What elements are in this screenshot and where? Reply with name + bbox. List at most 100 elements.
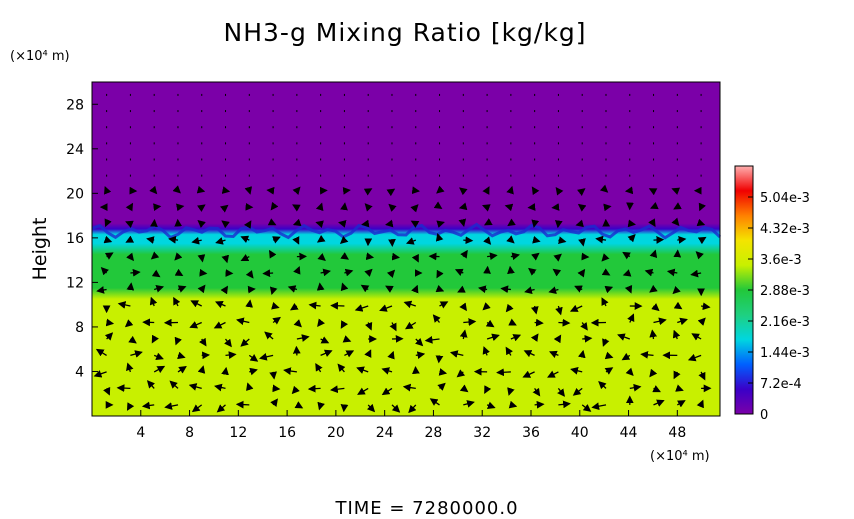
wind-arrow [697, 236, 707, 245]
wind-arrow [292, 204, 301, 212]
wind-arrow [483, 236, 492, 245]
wind-arrow [124, 319, 134, 328]
wind-arrow [340, 404, 349, 413]
wind-arrow [569, 304, 583, 312]
colorbar-tick-label: 0 [760, 408, 768, 423]
wind-arrow [315, 362, 323, 373]
wind-arrow [531, 252, 540, 261]
wind-arrow [292, 186, 301, 195]
wind-arrow [483, 265, 491, 274]
wind-arrow [504, 203, 514, 212]
wind-arrow [624, 186, 634, 195]
wind-arrow [432, 314, 441, 323]
wind-arrow [364, 203, 373, 212]
wind-arrow [153, 352, 164, 360]
wind-arrow [604, 351, 614, 360]
wind-vectors [93, 93, 712, 414]
wind-arrow [197, 254, 206, 263]
wind-arrow [649, 368, 658, 378]
wind-arrow [320, 336, 330, 344]
wind-arrow [604, 285, 614, 294]
wind-arrow [701, 302, 711, 311]
wind-arrow [315, 220, 324, 228]
wind-arrow [570, 367, 583, 375]
layer-top-edge [91, 222, 722, 240]
wind-arrow [534, 400, 545, 409]
wind-arrow [294, 401, 304, 409]
wind-arrow [411, 284, 419, 294]
wind-arrow [436, 185, 445, 194]
wind-arrow [456, 369, 466, 378]
wind-arrow [271, 301, 280, 310]
wind-arrow [695, 251, 704, 260]
wind-arrow [482, 346, 490, 356]
wind-arrow [354, 304, 369, 312]
wind-arrow [339, 235, 349, 245]
wind-arrow [601, 253, 610, 262]
wind-arrow [315, 202, 324, 212]
wind-arrow [197, 219, 206, 228]
wind-arrow [149, 185, 158, 195]
wind-arrow [483, 218, 493, 226]
wind-arrow [150, 251, 160, 260]
wind-arrow [386, 188, 396, 197]
x-tick-label: 40 [571, 425, 589, 441]
wind-arrow [463, 400, 475, 408]
wind-arrow [117, 301, 131, 309]
wind-arrow [290, 302, 299, 311]
wind-arrow [245, 270, 254, 279]
wind-arrow [116, 384, 131, 393]
wind-arrow [424, 335, 440, 344]
wind-arrow [357, 387, 369, 395]
wind-arrow [126, 362, 134, 373]
x-tick-label: 20 [327, 425, 345, 441]
wind-arrow [337, 363, 346, 373]
wind-arrow [403, 300, 417, 309]
wind-arrow [240, 235, 250, 243]
wind-arrow [602, 338, 610, 347]
x-tick-label: 48 [668, 425, 686, 441]
wind-arrow [557, 388, 565, 397]
wind-arrow [486, 401, 496, 410]
wind-arrow [199, 337, 207, 347]
wind-arrow [627, 219, 636, 228]
wind-arrow [691, 333, 702, 341]
wind-arrow [389, 322, 397, 332]
wind-arrow [582, 334, 593, 343]
wind-arrow [653, 317, 667, 326]
wind-arrow [269, 249, 277, 259]
wind-arrow [449, 350, 464, 358]
wind-arrow [293, 319, 302, 328]
mixing-ratio-field [92, 82, 720, 416]
wind-arrow [436, 220, 445, 228]
wind-arrow [388, 203, 397, 212]
wind-arrow [317, 401, 325, 411]
wind-arrow [671, 187, 681, 195]
wind-arrow [307, 384, 321, 393]
y-tick-label: 8 [75, 320, 84, 336]
wind-arrow [246, 382, 254, 391]
wind-arrow [164, 402, 179, 410]
wind-arrow [595, 235, 607, 244]
x-axis-unit: (×10⁴ m) [650, 449, 710, 464]
wind-arrow [330, 301, 345, 310]
wind-arrow [125, 220, 134, 228]
wind-arrow [146, 236, 155, 244]
wind-arrow [463, 318, 477, 326]
wind-arrow [671, 217, 680, 227]
wind-arrow [458, 202, 468, 211]
wind-arrow [153, 365, 166, 374]
wind-arrow [404, 321, 417, 330]
wind-arrow [235, 400, 250, 409]
wind-arrow [644, 268, 654, 277]
wind-arrow [287, 285, 298, 293]
wind-arrow [267, 218, 277, 226]
wind-arrow [215, 237, 226, 245]
wind-arrow [248, 354, 259, 362]
wind-arrow [454, 268, 464, 277]
wind-arrow [574, 285, 583, 293]
wind-arrow [507, 265, 515, 275]
wind-arrow [340, 320, 348, 329]
wind-arrow [151, 334, 159, 344]
